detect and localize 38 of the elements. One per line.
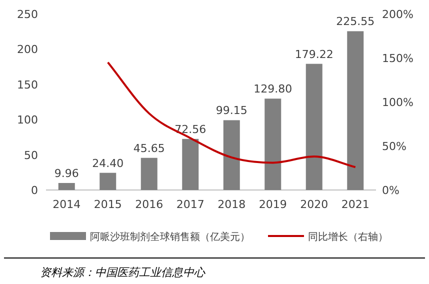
x-tick-label: 2018 (218, 198, 246, 211)
x-tick-label: 2014 (52, 198, 81, 211)
data-label: 99.15 (216, 104, 248, 118)
data-label: 225.55 (336, 15, 375, 28)
y2-tick-label: 0% (382, 184, 400, 197)
data-label: 9.96 (54, 166, 79, 180)
x-tick-label: 2016 (135, 198, 164, 211)
x-tick-label: 2019 (258, 198, 287, 211)
bar (347, 31, 364, 190)
bar (264, 98, 282, 190)
x-tick-label: 2015 (94, 198, 122, 211)
text: 资料来源：中国医药工业信息中心 (40, 266, 206, 279)
bar (223, 120, 240, 190)
y-tick-label: 250 (17, 8, 38, 21)
bar (182, 138, 199, 190)
bar (58, 182, 75, 190)
x-tick-label: 2020 (300, 198, 328, 211)
y-tick-label: 0 (31, 184, 38, 197)
bar (306, 64, 322, 190)
y2-tick-label: 100% (382, 96, 414, 109)
legend-label: 阿哌沙班制剂全球销售额（亿美元） (90, 231, 250, 243)
y-tick-label: 200 (17, 43, 38, 56)
data-label: 24.40 (92, 156, 124, 170)
data-label: 129.80 (254, 82, 292, 96)
y2-tick-label: 150% (382, 52, 414, 65)
x-tick-label: 2021 (341, 198, 370, 211)
bar (100, 172, 116, 190)
legend-label: 同比增长（右轴） (308, 231, 388, 243)
y-tick-label: 150 (17, 78, 38, 92)
bar (140, 158, 158, 190)
data-label: 179.22 (294, 48, 334, 61)
y2-tick-label: 50% (382, 140, 406, 153)
data-label: 45.65 (133, 142, 165, 155)
y-tick-label: 50 (24, 148, 38, 162)
data-label: 72.56 (174, 122, 206, 136)
y2-tick-label: 200% (382, 8, 414, 21)
x-tick-label: 2017 (176, 198, 204, 211)
y-tick-label: 100 (17, 114, 38, 127)
